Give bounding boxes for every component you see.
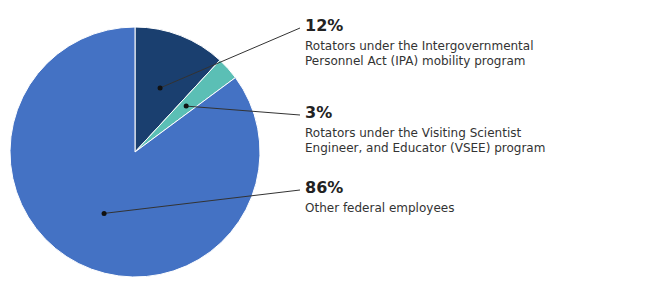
leader-line [104, 190, 300, 213]
slice-description: Rotators under the Visiting ScientistEng… [305, 126, 545, 156]
leader-line [160, 28, 300, 88]
leader-line [186, 106, 300, 115]
data-label: 3% [305, 103, 332, 122]
leader-dot [184, 104, 189, 109]
description-line: Rotators under the Intergovernmental [305, 39, 534, 53]
description-line: Rotators under the Visiting Scientist [305, 126, 521, 140]
data-label: 86% [305, 178, 343, 197]
pie-slice [10, 27, 260, 277]
pie [10, 27, 260, 277]
annotations: 12% Rotators under the IntergovernmentalP… [102, 16, 546, 216]
description-line: Personnel Act (IPA) mobility program [305, 54, 525, 68]
slice-description: Other federal employees [305, 201, 454, 215]
chart: 12% Rotators under the IntergovernmentalP… [0, 0, 650, 304]
leader-dot [158, 85, 163, 90]
slice-description: Rotators under the IntergovernmentalPers… [305, 39, 534, 69]
leader-dot [102, 211, 107, 216]
description-line: Other federal employees [305, 201, 454, 215]
data-label: 12% [305, 16, 343, 35]
description-line: Engineer, and Educator (VSEE) program [305, 141, 545, 155]
